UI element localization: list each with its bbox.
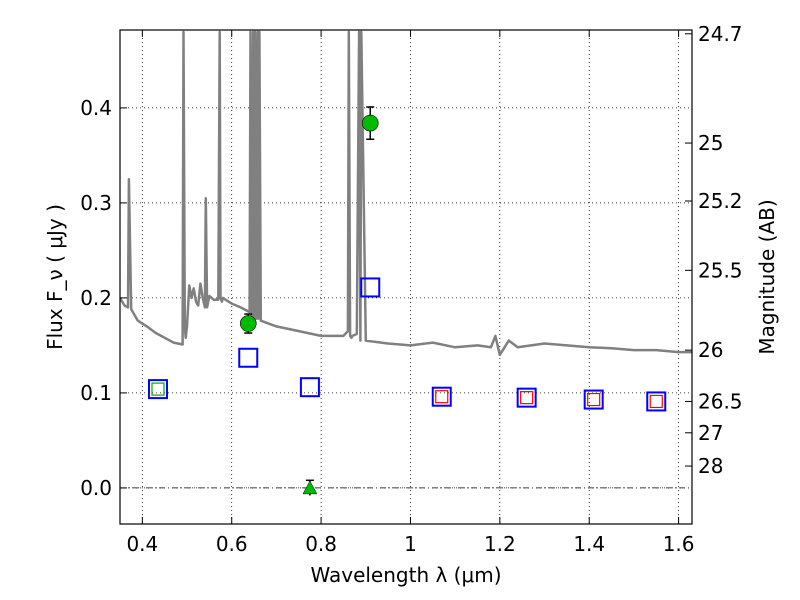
magnitude-tick-label: 26 [698,338,723,362]
grid-layer [120,30,692,524]
magnitude-tick-label: 26.5 [698,389,743,413]
red-square-marker [520,391,534,405]
x-tick-label: 1 [404,532,417,556]
x-tick-label: 1.6 [663,532,695,556]
y-tick-label: 0.4 [80,96,112,120]
x-tick-label: 0.4 [126,532,158,556]
blue-square-marker [646,391,667,412]
y-tick-label: 0.3 [80,191,112,215]
red-square-marker [587,392,601,407]
x-tick-label: 1.2 [484,532,516,556]
y-tick-label: 0.0 [80,476,112,500]
blue-square-marker [583,389,604,410]
magnitude-tick-label: 28 [698,454,723,478]
magnitude-tick-label: 25.5 [698,258,743,282]
x-tick-label: 1.4 [573,532,605,556]
blue-square-marker [299,377,320,398]
y-axis-right-label: Magnitude (AB) [755,199,779,354]
blue-square-marker [238,347,259,368]
x-axis-label: Wavelength λ (μm) [310,563,501,587]
magnitude-tick-label: 27 [698,421,723,445]
red-square-marker [435,390,449,404]
x-tick-label: 0.8 [305,532,337,556]
model-spectrum-line [120,30,692,357]
blue-square-marker [360,277,381,298]
magnitude-tick-label: 24.7 [698,22,743,46]
blue-square-marker [147,379,168,400]
blue-square-marker [431,386,452,407]
blue-square-marker [516,387,537,408]
x-tick-label: 0.6 [216,532,248,556]
ticks-layer: 0.4 0.6 0.8 1 1.2 1.4 1.6 0.0 0.1 0.2 0.3 0.4 24.7 25… [80,22,742,556]
green-circle-marker [361,114,379,132]
y-axis-label: Flux F_ν ( μJy ) [43,204,67,350]
red-square-marker [649,394,663,409]
magnitude-tick-label: 25 [698,131,723,155]
y-tick-label: 0.1 [80,381,112,405]
spectrum-layer [120,30,692,357]
marks-layer [147,106,667,496]
y-tick-label: 0.2 [80,286,112,310]
green-triangle-marker [302,480,318,495]
green-circle-marker [239,315,257,332]
plot-frame [119,29,693,525]
magnitude-tick-label: 25.2 [698,189,743,213]
green-square-marker [151,382,165,396]
